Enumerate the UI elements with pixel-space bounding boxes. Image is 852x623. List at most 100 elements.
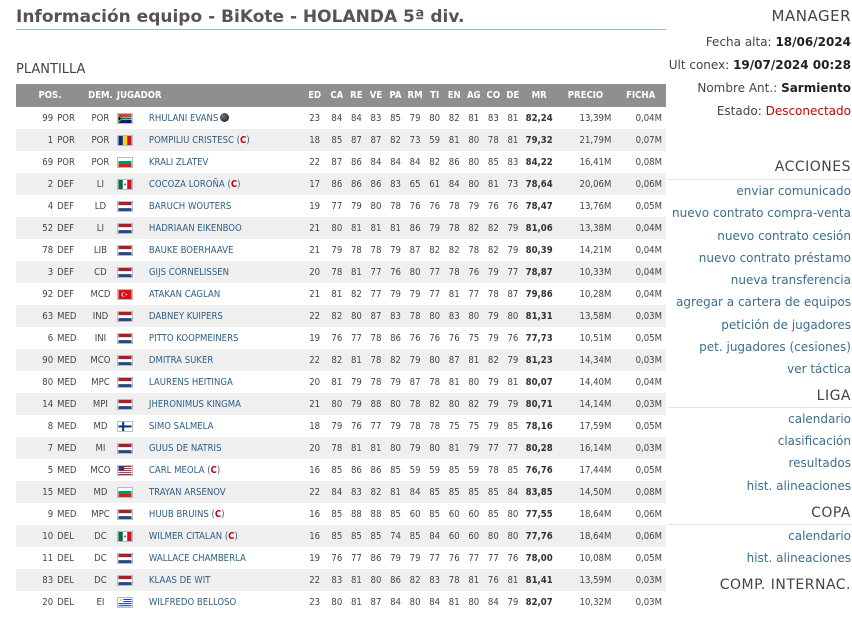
table-row[interactable]: 4 DEF LD BARUCH WOUTERS 19 77 79 80 78 76 76 78 79 76… — [16, 195, 666, 217]
stat-mr: 78,47 — [525, 200, 553, 212]
col-header-de[interactable]: DE — [506, 90, 520, 101]
col-header-ca[interactable]: CA — [330, 90, 344, 101]
table-row[interactable]: 1 POR POR POMPILIU CRISTESC (C) 18 85 87 87 82 73… — [16, 129, 666, 151]
player-name-link[interactable]: ATAKAN CAGLAN — [148, 288, 221, 300]
player-name-link[interactable]: DMITRA SUKER — [148, 354, 214, 366]
table-row[interactable]: 11 DEL DC WALLACE CHAMBERLA 19 76 77 86 79 79 77 76… — [16, 547, 666, 569]
estado-label: Estado: — [716, 104, 762, 118]
col-header-pa[interactable]: PA — [389, 90, 402, 101]
col-header-ti[interactable]: TI — [430, 90, 440, 101]
col-header-co[interactable]: CO — [486, 90, 501, 101]
acciones-link[interactable]: nuevo contrato préstamo — [698, 250, 851, 265]
table-row[interactable]: 8 MED MD SIMO SALMELA 18 79 76 77 79 78 78 75 75 79 85… — [16, 415, 666, 437]
acciones-link[interactable]: nuevo contrato cesión — [717, 228, 851, 243]
player-name-link[interactable]: GUUS DE NATRIS — [148, 442, 222, 454]
acciones-link[interactable]: ver táctica — [787, 362, 851, 377]
comp-internac-title: COMP. INTERNAC. — [719, 577, 851, 594]
table-row[interactable]: 99 POR POR RHULANI EVANS 23 84 84 83 85 79 80 82 81 8… — [16, 107, 666, 129]
player-name-link[interactable]: SIMO SALMELA — [148, 420, 214, 432]
table-row[interactable]: 78 DEF LIB BAUKE BOERHAAVE 21 79 78 78 79 87 82 82 7… — [16, 239, 666, 261]
col-header-rm[interactable]: RM — [407, 90, 423, 101]
player-name-link[interactable]: PITTO KOOPMEINERS — [148, 332, 239, 344]
acciones-link[interactable]: pet. jugadores (cesiones) — [699, 340, 851, 355]
player-name-link[interactable]: GIJS CORNELISSEN — [148, 266, 230, 278]
shirt-number: 10 — [42, 530, 54, 542]
table-row[interactable]: 20 DEL EI WILFREDO BELLOSO 23 80 81 87 84 80 84 81 8… — [16, 591, 666, 613]
col-header-ve[interactable]: VE — [369, 90, 383, 101]
table-row[interactable]: 14 MED MPI JHERONIMUS KINGMA 21 80 79 88 80 78 82 8… — [16, 393, 666, 415]
player-name-link[interactable]: DABNEY KUIPERS — [148, 310, 223, 322]
player-name-link[interactable]: COCOZA LOROÑA — [148, 178, 225, 190]
table-row[interactable]: 3 DEF CD GIJS CORNELISSEN 20 78 81 77 76 80 77 78 76… — [16, 261, 666, 283]
table-row[interactable]: 63 MED IND DABNEY KUIPERS 22 82 80 87 83 78 80 83 80… — [16, 305, 666, 327]
col-header-re[interactable]: RE — [350, 90, 363, 101]
table-row[interactable]: 6 MED INI PITTO KOOPMEINERS 19 76 77 78 86 76 76 76… — [16, 327, 666, 349]
stat-co: 78 — [487, 288, 499, 300]
player-name-link[interactable]: LAURENS HEITINGA — [148, 376, 233, 388]
stat-de: 79 — [507, 244, 519, 256]
col-header-ag[interactable]: AG — [466, 90, 481, 101]
stat-en: 60 — [448, 508, 460, 520]
stat-mr: 80,39 — [525, 244, 553, 256]
stat-ti: 82 — [429, 398, 441, 410]
salary: 0,06M — [635, 508, 662, 520]
country-flag-icon — [116, 420, 143, 432]
table-row[interactable]: 10 DEL DC WILMER CITALAN (C) 16 85 85 85 74 85 84 6… — [16, 525, 666, 547]
stat-de: 87 — [507, 288, 519, 300]
copa-link[interactable]: hist. alineaciones — [746, 551, 851, 566]
demarcation: MD — [93, 486, 108, 498]
col-header-en[interactable]: EN — [447, 90, 461, 101]
stat-ag: 76 — [468, 266, 480, 278]
table-row[interactable]: 92 DEF MCD ATAKAN CAGLAN 21 81 82 77 79 79 77 81 77 7… — [16, 283, 666, 305]
copa-link[interactable]: calendario — [788, 528, 851, 543]
stat-mr: 81,23 — [525, 354, 553, 366]
stat-ti: 80 — [429, 310, 441, 322]
player-name-link[interactable]: HUUB BRUINS — [148, 508, 209, 520]
player-name-link[interactable]: BARUCH WOUTERS — [148, 200, 232, 212]
player-name-link[interactable]: WILFREDO BELLOSO — [148, 596, 237, 608]
table-row[interactable]: 2 DEF LI COCOZA LOROÑA (C) 17 86 86 86 83 65 61 84 8… — [16, 173, 666, 195]
player-name-link[interactable]: CARL MEOLA — [148, 464, 205, 476]
player-name-link[interactable]: TRAYAN ARSENOV — [148, 486, 226, 498]
liga-link[interactable]: calendario — [788, 411, 851, 426]
liga-link[interactable]: clasificación — [777, 433, 851, 448]
player-name-link[interactable]: WILMER CITALAN — [148, 530, 223, 542]
table-row[interactable]: 9 MED MPC HUUB BRUINS (C) 16 85 88 88 85 60 85 60 60… — [16, 503, 666, 525]
col-header-mr[interactable]: MR — [531, 90, 547, 101]
stat-mr: 81,41 — [525, 574, 553, 586]
acciones-link[interactable]: agregar a cartera de equipos — [676, 295, 851, 310]
player-name-link[interactable]: POMPILIU CRISTESC — [148, 134, 234, 146]
col-header-precio[interactable]: PRECIO — [567, 90, 604, 101]
country-flag-icon — [116, 288, 143, 300]
player-name-link[interactable]: KLAAS DE WIT — [148, 574, 211, 586]
player-name-link[interactable]: JHERONIMUS KINGMA — [148, 398, 241, 410]
col-header-pos[interactable]: POS. — [38, 90, 62, 101]
liga-link[interactable]: resultados — [788, 456, 851, 471]
table-row[interactable]: 52 DEF LI HADRIAAN EIKENBOO 21 80 81 81 81 86 79 78… — [16, 217, 666, 239]
col-header-ed[interactable]: ED — [308, 90, 322, 101]
acciones-link[interactable]: nueva transferencia — [730, 273, 851, 288]
acciones-link[interactable]: nuevo contrato compra-venta — [672, 206, 851, 221]
table-row[interactable]: 83 DEL DC KLAAS DE WIT 22 83 81 80 86 82 83 78 81 76 8… — [16, 569, 666, 591]
player-name-link[interactable]: BAUKE BOERHAAVE — [148, 244, 234, 256]
stat-en: 85 — [448, 486, 460, 498]
stat-re: 79 — [350, 398, 362, 410]
col-header-jugador[interactable]: JUGADOR — [116, 90, 162, 101]
col-header-dem[interactable]: DEM. — [88, 90, 113, 101]
acciones-link[interactable]: enviar comunicado — [736, 184, 851, 198]
col-header-ficha[interactable]: FICHA — [626, 90, 656, 101]
table-row[interactable]: 69 POR POR KRALI ZLATEV 22 87 86 84 84 84 82 86 80 85… — [16, 151, 666, 173]
table-row[interactable]: 5 MED MCO CARL MEOLA (C) 16 85 86 86 85 59 59 85 59 7… — [16, 459, 666, 481]
table-row[interactable]: 80 MED MPC LAURENS HEITINGA 20 81 79 78 79 87 78 81… — [16, 371, 666, 393]
liga-link[interactable]: hist. alineaciones — [746, 478, 851, 493]
stat-pa: 79 — [390, 244, 401, 256]
table-row[interactable]: 90 MED MCO DMITRA SUKER 22 82 81 78 82 79 80 87 81 82… — [16, 349, 666, 371]
player-name-link[interactable]: WALLACE CHAMBERLA — [148, 552, 246, 564]
player-name-link[interactable]: RHULANI EVANS — [148, 112, 219, 124]
price: 10,28M — [579, 288, 612, 300]
table-row[interactable]: 15 MED MD TRAYAN ARSENOV 22 84 83 82 81 84 85 85 85 8… — [16, 481, 666, 503]
player-name-link[interactable]: HADRIAAN EIKENBOO — [148, 222, 242, 234]
player-name-link[interactable]: KRALI ZLATEV — [148, 156, 209, 168]
acciones-link[interactable]: petición de jugadores — [721, 317, 851, 332]
table-row[interactable]: 7 MED MI GUUS DE NATRIS 20 78 81 81 80 79 80 81 79 77… — [16, 437, 666, 459]
